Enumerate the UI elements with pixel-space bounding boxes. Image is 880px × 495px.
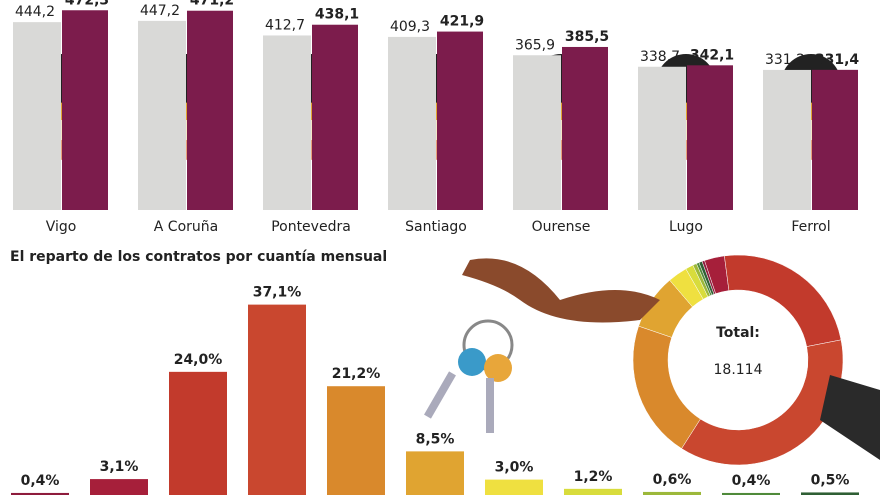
- sleeve: [820, 375, 880, 460]
- bar: [638, 66, 686, 211]
- value-label: 21,2%: [332, 366, 381, 382]
- bar: [169, 371, 227, 495]
- total-caption: Total:: [716, 325, 760, 341]
- value-label: 412,7: [265, 17, 305, 33]
- bar: [263, 35, 311, 210]
- value-label: 409,3: [390, 19, 430, 35]
- value-label: 342,1: [690, 47, 734, 63]
- category-label: Santiago: [405, 219, 467, 235]
- bar: [485, 479, 543, 495]
- value-label: 338,7: [640, 49, 680, 65]
- donut-segment: [632, 325, 701, 449]
- category-label: Vigo: [46, 219, 77, 235]
- value-label: 0,4%: [732, 473, 771, 489]
- bar: [327, 386, 385, 495]
- category-label: Ourense: [532, 219, 591, 235]
- value-label: 438,1: [315, 7, 359, 23]
- bar: [513, 55, 561, 210]
- value-label: 472,3: [65, 0, 109, 8]
- value-label: 444,2: [15, 4, 55, 20]
- total-value: 18.114: [714, 362, 763, 378]
- bar: [564, 488, 622, 495]
- bar: [388, 36, 436, 210]
- value-label: 331,2: [765, 52, 805, 68]
- bar: [812, 69, 858, 210]
- bar: [437, 31, 483, 211]
- category-label: Lugo: [669, 219, 703, 235]
- chart-subtitle: El reparto de los contratos por cuantía …: [10, 249, 387, 265]
- value-label: 37,1%: [253, 285, 302, 301]
- value-label: 8,5%: [416, 431, 455, 447]
- value-label: 421,9: [440, 14, 484, 30]
- hand-with-keys: [424, 258, 660, 433]
- bar: [406, 451, 464, 495]
- bar: [562, 46, 608, 211]
- donut-segment: [698, 261, 715, 296]
- value-label: 0,5%: [811, 472, 850, 488]
- value-label: 447,2: [140, 3, 180, 19]
- value-label: 471,2: [190, 0, 234, 9]
- bar: [187, 10, 233, 211]
- value-label: 0,4%: [21, 473, 60, 489]
- value-label: 3,1%: [100, 459, 139, 475]
- value-label: 1,2%: [574, 469, 613, 485]
- bar: [643, 491, 701, 495]
- bar: [90, 479, 148, 495]
- bar: [62, 10, 108, 211]
- category-label: Ferrol: [791, 219, 830, 235]
- value-label: 3,0%: [495, 460, 534, 476]
- bar: [11, 492, 69, 495]
- bar: [248, 304, 306, 495]
- bar: [312, 24, 358, 210]
- bar: [722, 492, 780, 495]
- value-label: 365,9: [515, 37, 555, 53]
- category-label: Pontevedra: [271, 219, 351, 235]
- bar: [687, 65, 733, 210]
- category-label: A Coruña: [154, 219, 218, 235]
- value-label: 24,0%: [174, 352, 223, 368]
- bar: [138, 20, 186, 210]
- value-label: 0,6%: [653, 472, 692, 488]
- value-label: 331,4: [815, 52, 860, 68]
- value-label: 385,5: [565, 29, 609, 45]
- bar: [13, 22, 61, 211]
- bar: [801, 492, 859, 495]
- donut-segment: [681, 339, 844, 466]
- donut: Total: 18.114: [632, 254, 844, 466]
- bar: [763, 69, 811, 211]
